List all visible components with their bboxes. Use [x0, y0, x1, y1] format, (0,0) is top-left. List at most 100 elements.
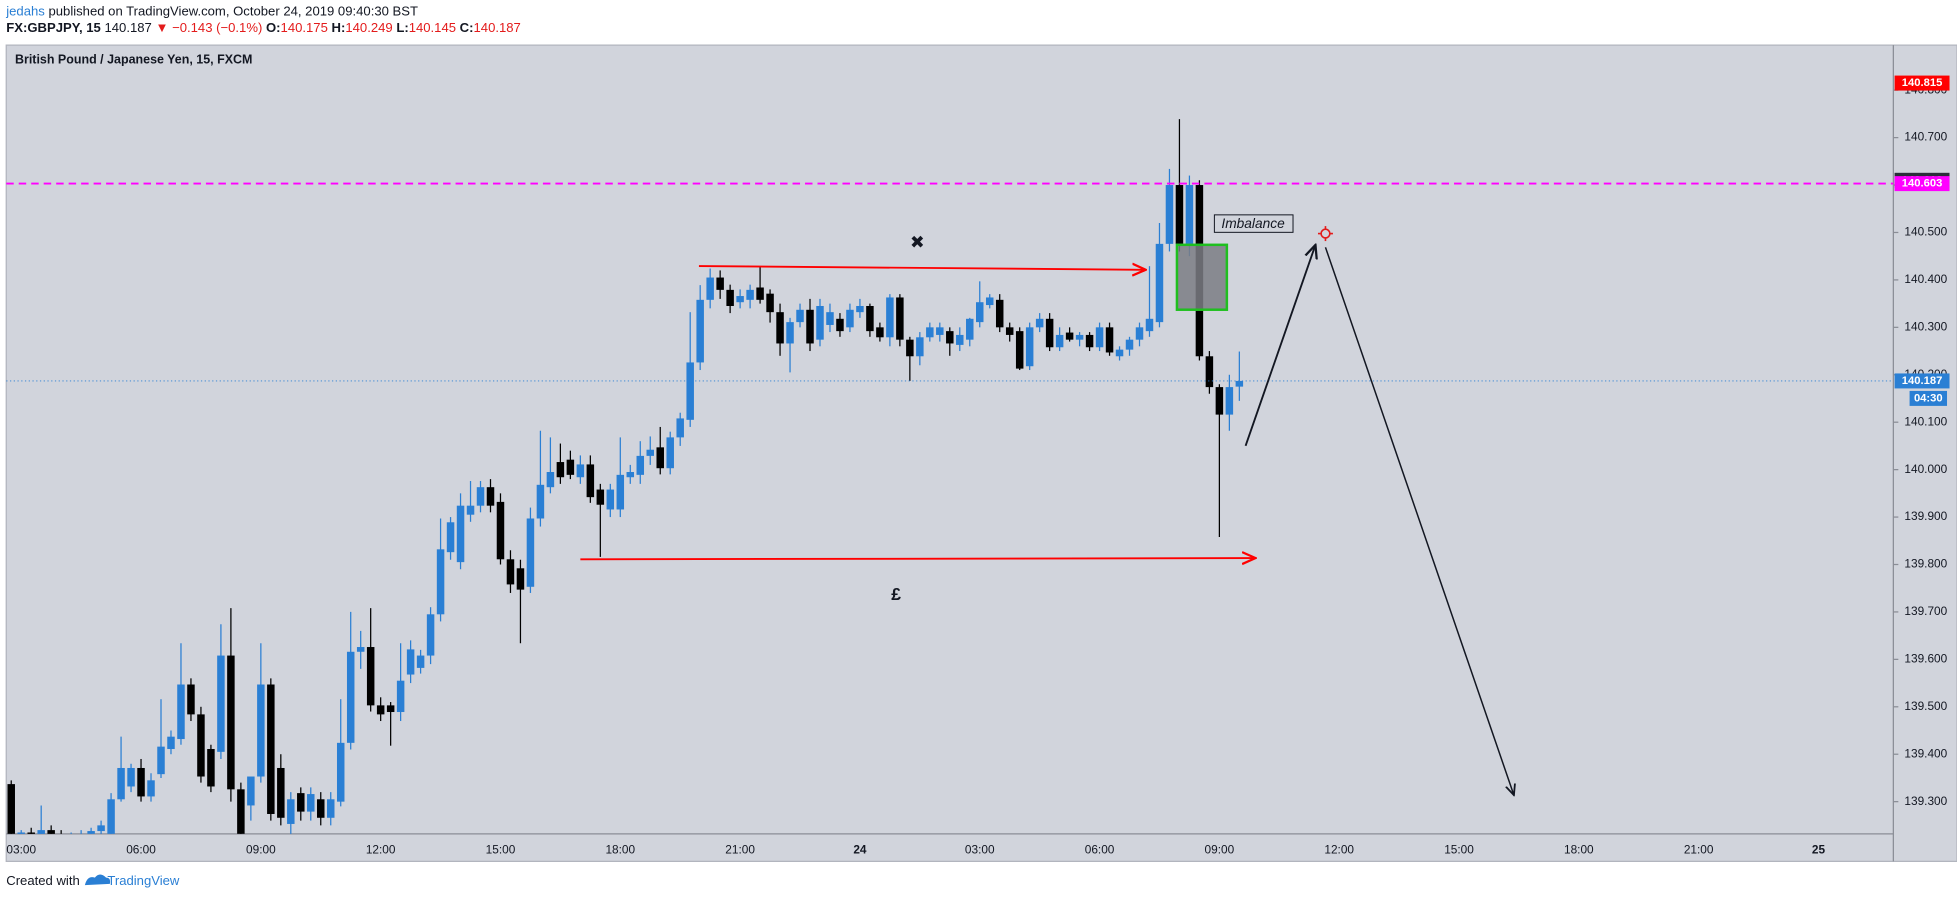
candle-body [237, 789, 245, 834]
y-tick-label: 140.500 [1904, 225, 1947, 239]
candle-body [247, 776, 255, 806]
candle-body [1155, 243, 1164, 323]
candle-body [786, 322, 794, 344]
candle-body [926, 327, 934, 338]
candle-body [526, 518, 535, 587]
h-value: 140.249 [345, 20, 392, 35]
projection-up[interactable] [1244, 245, 1316, 447]
target-icon[interactable] [1317, 226, 1333, 242]
candle-body [1135, 327, 1144, 340]
x-tick-label: 09:00 [1205, 842, 1235, 856]
l-label: L: [396, 20, 408, 35]
red-arrow-top[interactable] [698, 266, 1146, 270]
candle-body [726, 289, 734, 306]
candle-body [436, 549, 445, 615]
candle-body [756, 287, 764, 300]
candle-body [636, 455, 645, 475]
candle-body [1105, 327, 1114, 353]
header-line-2: FX:GBPJPY, 15 140.187 ▼ −0.143 (−0.1%) O… [6, 20, 521, 35]
candle-body [866, 305, 874, 332]
candle-body [1115, 349, 1124, 357]
candle-body [576, 464, 585, 478]
countdown-box [1909, 390, 1948, 406]
symbol: FX:GBPJPY, 15 [6, 20, 101, 35]
candle-body [826, 312, 834, 325]
candle-body [197, 714, 205, 777]
candle-body [556, 462, 565, 478]
candle-body [416, 655, 425, 668]
candle-body [396, 680, 405, 713]
x-tick-label: 15:00 [1444, 842, 1474, 856]
candle-body [366, 647, 375, 706]
chart-background [5, 44, 1957, 862]
candle-body [546, 472, 555, 488]
y-tick-label: 139.800 [1904, 557, 1947, 571]
imbalance-label-box[interactable] [1213, 214, 1294, 233]
last-price: 140.187 [104, 20, 151, 35]
x-tick-label: 09:00 [246, 842, 276, 856]
x-tick-label: 25 [1812, 842, 1826, 856]
h-label: H: [332, 20, 346, 35]
red-arrow-bottom[interactable] [580, 558, 1255, 559]
candle-body [666, 437, 674, 469]
candle-body [356, 647, 365, 652]
y-tick-label: 140.100 [1904, 414, 1947, 428]
candle-body [486, 487, 495, 506]
candle-body [606, 489, 615, 510]
candle-body [257, 684, 265, 777]
ticks: 140.800140.700140.600140.500140.400140.3… [6, 82, 1947, 856]
candle-body [1165, 185, 1174, 244]
cross-mark[interactable]: ✖ [910, 232, 925, 252]
candle-body [966, 318, 974, 340]
imbalance-label[interactable]: Imbalance [1221, 216, 1285, 231]
candle-body [995, 299, 1004, 328]
candles [7, 119, 1244, 834]
candle-body [1005, 327, 1014, 335]
y-tick-label: 139.900 [1904, 509, 1947, 523]
candle-body [496, 501, 505, 560]
candle-body [277, 767, 285, 818]
x-tick-label: 12:00 [1324, 842, 1354, 856]
candle-body [876, 327, 884, 338]
pound-mark[interactable]: £ [891, 584, 901, 604]
candle-body [1215, 387, 1224, 415]
x-tick-label: 21:00 [725, 842, 755, 856]
projection-down[interactable] [1324, 247, 1513, 795]
candle-body [1185, 185, 1194, 244]
candle-body [1015, 331, 1024, 369]
candle-body [846, 309, 854, 328]
candle-body [267, 684, 275, 814]
y-tick-label: 140.300 [1904, 319, 1947, 333]
price-label-box [1894, 176, 1950, 192]
candle-body [676, 418, 684, 438]
candle-body [137, 767, 145, 797]
imbalance-box[interactable] [1175, 243, 1229, 311]
x-tick-label: 03:00 [6, 842, 36, 856]
candle-body [656, 447, 664, 469]
countdown: 04:30 [1914, 392, 1943, 404]
x-tick-label: 21:00 [1684, 842, 1714, 856]
candle-body [1035, 318, 1044, 328]
candle-body [326, 799, 335, 818]
author[interactable]: jedahs [5, 4, 45, 19]
candle-body [297, 793, 305, 812]
candle-body [626, 472, 635, 478]
footer-logo [84, 874, 111, 886]
y-tick-label: 140.400 [1904, 272, 1947, 286]
candle-body [1075, 334, 1084, 340]
candle-body [516, 568, 525, 590]
drawings: ✖ £ Imbalance [580, 214, 1514, 795]
candle-body [1085, 334, 1094, 348]
footer-brand[interactable]: TradingView [107, 873, 180, 888]
candle-body [906, 339, 914, 357]
x-tick-label: 18:00 [605, 842, 635, 856]
candle-body [157, 746, 165, 775]
candle-body [1225, 387, 1234, 415]
footer-created: Created with [6, 873, 80, 888]
candle-body [97, 825, 105, 832]
l-value: 140.145 [409, 20, 456, 35]
candle-body [736, 296, 744, 303]
candle-body [956, 334, 964, 345]
candle-body [7, 784, 15, 834]
candle-body [187, 684, 195, 715]
